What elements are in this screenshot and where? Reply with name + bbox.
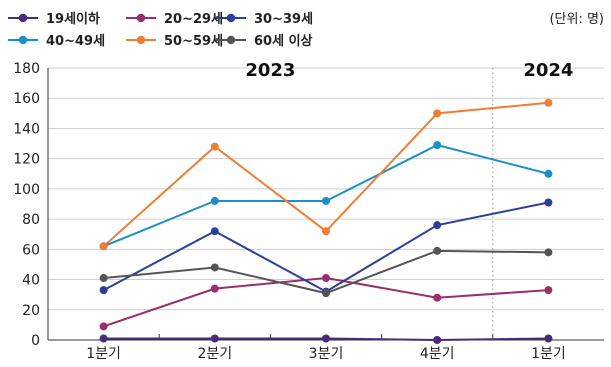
- legend-swatch-marker: [18, 13, 28, 23]
- data-point: [433, 293, 442, 302]
- y-tick-label: 60: [22, 242, 40, 258]
- data-point: [99, 242, 108, 251]
- legend-item: 50~59세: [126, 34, 223, 49]
- gridlines: [48, 67, 604, 311]
- year-labels: 2023 2024: [245, 60, 573, 340]
- data-point: [433, 246, 442, 255]
- series: [99, 334, 553, 344]
- legend-item: 40~49세: [8, 34, 105, 49]
- series-line: [102, 101, 549, 248]
- x-axis-tick-labels: 1분기 2분기 3분기 4분기 1분기: [86, 346, 565, 362]
- legend-swatch-marker: [226, 13, 236, 23]
- y-tick-label: 160: [13, 91, 40, 107]
- x-tick-label: 1분기: [531, 346, 566, 362]
- data-point: [210, 334, 219, 343]
- data-point: [433, 221, 442, 230]
- y-tick-label: 0: [31, 333, 40, 349]
- legend-swatch-marker: [226, 35, 236, 45]
- data-point: [544, 248, 553, 257]
- y-tick-label: 180: [13, 61, 40, 77]
- data-point: [210, 227, 219, 236]
- x-tick-label: 3분기: [309, 346, 344, 362]
- data-point: [99, 286, 108, 295]
- legend-label: 40~49세: [46, 34, 105, 49]
- data-point: [322, 196, 330, 205]
- legend-swatch-marker: [18, 35, 28, 45]
- series-line: [103, 249, 549, 295]
- year-label: 2023: [245, 60, 295, 81]
- data-point: [99, 334, 108, 343]
- x-tick-label: 2분기: [197, 346, 232, 362]
- legend-label: 50~59세: [164, 34, 223, 49]
- legend-item: 60세 이상: [216, 33, 313, 49]
- data-point: [322, 289, 330, 298]
- data-point: [433, 109, 442, 118]
- series: [99, 246, 553, 298]
- data-point: [210, 284, 219, 293]
- legend-label: 30~39세: [254, 12, 313, 27]
- data-point: [322, 334, 330, 343]
- legend-item: 20~29세: [126, 12, 223, 27]
- data-point: [433, 336, 442, 344]
- y-tick-label: 120: [13, 152, 40, 168]
- series-lines: [99, 98, 553, 344]
- x-tick-label: 1분기: [86, 346, 121, 362]
- data-point: [99, 274, 108, 283]
- data-point: [210, 196, 219, 205]
- data-point: [99, 322, 108, 331]
- legend-label: 60세 이상: [254, 33, 313, 49]
- data-point: [544, 198, 553, 207]
- y-axis-tick-labels: 0 20 40 60 80 100 120 140 160 180: [13, 61, 40, 349]
- data-point: [433, 141, 442, 150]
- data-point: [322, 227, 330, 236]
- data-point: [322, 274, 330, 283]
- legend-item: 19세이하: [8, 11, 100, 27]
- series-line: [103, 277, 549, 328]
- data-point: [544, 169, 553, 178]
- legend-item: 30~39세: [216, 12, 313, 27]
- data-point: [210, 263, 219, 272]
- legend-label: 20~29세: [164, 12, 223, 27]
- series: [99, 274, 553, 331]
- legend-swatch-marker: [136, 35, 146, 45]
- legend-label: 19세이하: [46, 11, 100, 27]
- series: [99, 98, 553, 251]
- y-tick-label: 40: [22, 273, 40, 289]
- y-tick-label: 20: [22, 303, 40, 319]
- unit-label: (단위: 명): [549, 12, 604, 27]
- data-point: [544, 334, 553, 343]
- legend-swatch-marker: [136, 13, 146, 23]
- x-tick-label: 4분기: [420, 346, 455, 362]
- year-label: 2024: [523, 60, 573, 81]
- data-point: [210, 142, 219, 151]
- data-point: [544, 98, 553, 107]
- y-tick-label: 80: [22, 212, 40, 228]
- data-point: [544, 286, 553, 295]
- y-tick-label: 100: [13, 182, 40, 198]
- legend: 19세이하 20~29세 30~39세 40~49세 50~59세 60세 이상: [8, 11, 313, 49]
- y-tick-label: 140: [13, 121, 40, 137]
